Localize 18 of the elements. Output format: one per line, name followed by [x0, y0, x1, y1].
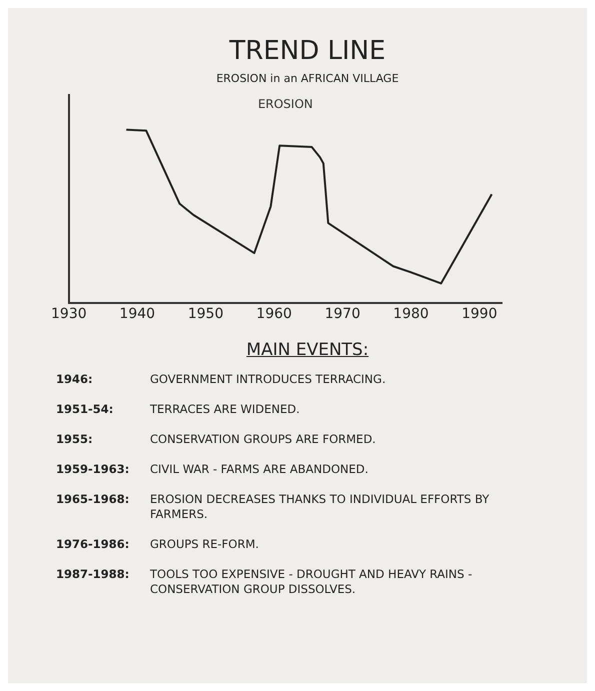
y-axis-title: EROSION: [258, 97, 313, 112]
chart-title: TREND LINE: [228, 36, 387, 66]
chart-subtitle: EROSION in an AFRICAN VILLAGE: [215, 72, 400, 85]
text: 1965-1968: EROSION DECREASES THANKS TO INDIVIDUAL EFFORTS BY FARMERS.: [56, 492, 490, 521]
text: 1955: CONSERVATION GROUPS ARE FORMED.: [56, 432, 376, 446]
text: 1959-1963: CIVIL WAR - FARMS ARE ABANDONED.: [56, 462, 368, 476]
x-tick-label: 1940: [119, 306, 156, 322]
x-tick-label: 1980: [393, 306, 429, 322]
x-tick-label: 1970: [324, 306, 360, 322]
text: MAIN EVENTS:: [245, 340, 370, 360]
x-tick-label: 1950: [188, 306, 224, 322]
text: 1976-1986: GROUPS RE-FORM.: [56, 537, 259, 551]
x-tick-label: 1960: [256, 306, 292, 322]
text: 1946: GOVERNMENT INTRODUCES TERRACING.: [56, 372, 386, 386]
text: 1951-54: TERRACES ARE WIDENED.: [56, 402, 300, 416]
x-tick-label: 1990: [462, 306, 498, 322]
text: 1987-1988: TOOLS TOO EXPENSIVE - DROUGHT AND HEAVY RAINS - CONSERVATION GROUP DISSOLVES.: [56, 567, 472, 596]
x-tick-label: 1930: [50, 306, 87, 322]
